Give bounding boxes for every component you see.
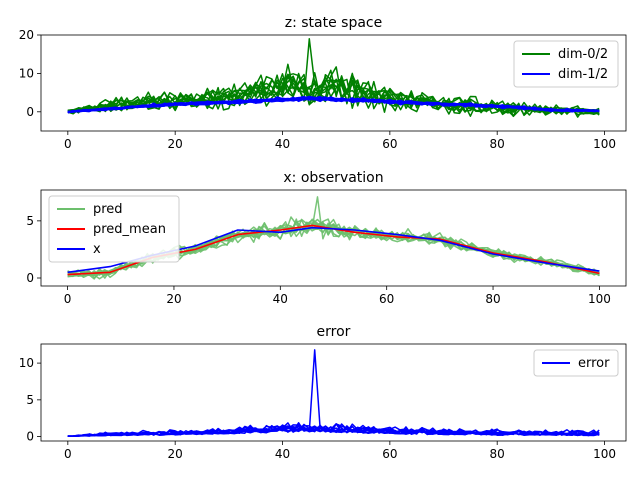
x-tick-label: 40 [275, 447, 290, 461]
legend-box [48, 195, 180, 263]
x-tick-label: 100 [588, 292, 611, 306]
subplot-title: error [317, 324, 351, 340]
series-line-error-10 [67, 424, 600, 437]
x-tick-label: 80 [485, 292, 500, 306]
x-tick-label: 20 [168, 137, 183, 151]
axes-frame [40, 343, 627, 442]
x-tick-label: 0 [64, 292, 72, 306]
axes-frame [40, 189, 627, 287]
y-tick-label: 0 [26, 430, 34, 444]
x-tick-label: 20 [166, 292, 181, 306]
y-tick-label: 20 [19, 28, 34, 42]
x-tick-label: 40 [275, 137, 290, 151]
series-lines [67, 38, 600, 118]
legend-box [533, 349, 619, 377]
y-tick-label: 5 [26, 393, 34, 407]
x-tick-label: 100 [593, 137, 616, 151]
x-tick-label: 60 [382, 137, 397, 151]
legend: dim-0/2 dim-1/2 [513, 40, 619, 88]
series-line-dim-0/2-9 [67, 71, 600, 117]
x-tick-label: 0 [64, 137, 72, 151]
legend: error [533, 349, 619, 377]
series-line-dim-1/2-10 [67, 97, 600, 113]
series-line-error-1 [67, 349, 600, 437]
axes-frame [40, 34, 627, 132]
x-tick-label: 60 [379, 292, 394, 306]
y-tick-label: 5 [26, 214, 34, 228]
y-tick-label: 0 [26, 271, 34, 285]
x-tick-label: 20 [168, 447, 183, 461]
subplot-title: z: state space [285, 15, 383, 31]
y-tick-label: 10 [19, 66, 34, 80]
legend-label: dim-1/2 [558, 67, 608, 82]
subplot-title: x: observation [283, 170, 383, 186]
legend-box [513, 40, 619, 88]
legend-label: error [578, 356, 610, 371]
y-tick-label: 10 [19, 356, 34, 370]
x-tick-label: 60 [382, 447, 397, 461]
x-tick-label: 0 [64, 447, 72, 461]
x-tick-label: 80 [490, 137, 505, 151]
subplot-2: x: observation 0 20 40 60 80 100 0 5 pred pred_mea… [26, 170, 627, 306]
y-tick-label: 0 [26, 105, 34, 119]
legend-label: pred_mean [93, 222, 166, 237]
x-tick-label: 100 [593, 447, 616, 461]
x-tick-label: 80 [490, 447, 505, 461]
series-lines [67, 349, 600, 438]
legend-label: x [93, 242, 101, 257]
legend-label: dim-0/2 [558, 47, 608, 62]
legend-label: pred [93, 202, 123, 217]
x-tick-label: 40 [273, 292, 288, 306]
subplot-3: error 0 20 40 60 80 100 0 5 10 error [19, 324, 627, 461]
